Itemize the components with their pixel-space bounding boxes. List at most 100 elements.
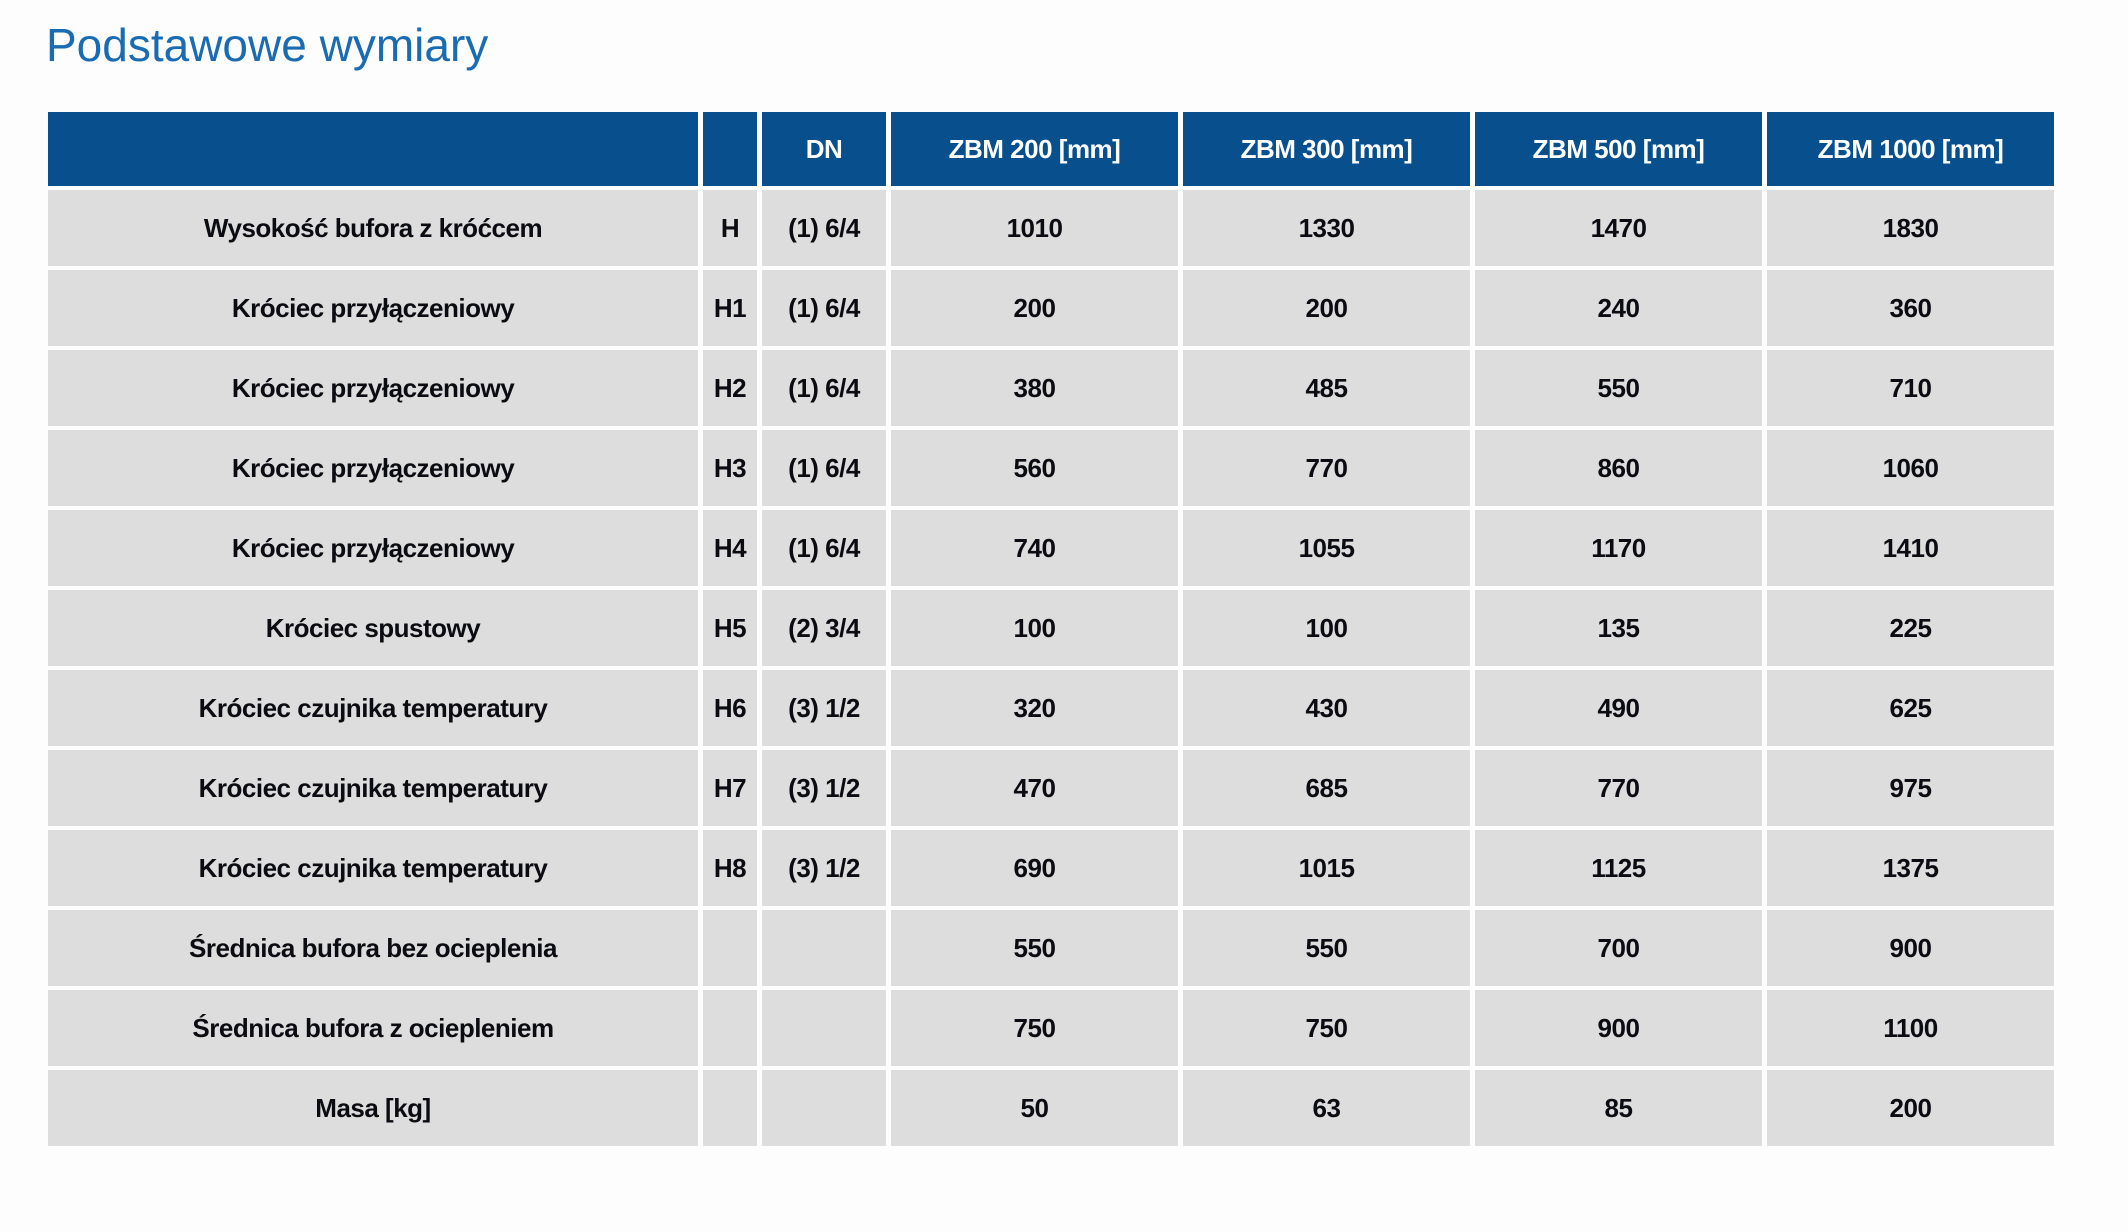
value-cell: 1410 [1767,510,2054,586]
value-cell: 470 [891,750,1178,826]
dimensions-table: DN ZBM 200 [mm] ZBM 300 [mm] ZBM 500 [mm] ZB… [43,108,2059,1150]
value-cell: 625 [1767,670,2054,746]
table-row: Króciec przyłączeniowy H2 (1) 6/4 380 485 550… [48,350,2054,426]
value-cell: 1375 [1767,830,2054,906]
value-cell: 550 [1475,350,1762,426]
value-cell: 50 [891,1070,1178,1146]
value-cell: 63 [1183,1070,1470,1146]
value-cell: 85 [1475,1070,1762,1146]
value-cell: 135 [1475,590,1762,666]
row-symbol-cell: H6 [703,670,757,746]
value-cell: 320 [891,670,1178,746]
header-cell-zbm200: ZBM 200 [mm] [891,112,1178,186]
value-cell: 100 [1183,590,1470,666]
header-cell-zbm500: ZBM 500 [mm] [1475,112,1762,186]
header-cell-zbm300: ZBM 300 [mm] [1183,112,1470,186]
value-cell: 1060 [1767,430,2054,506]
row-dn-cell: (3) 1/2 [762,670,886,746]
value-cell: 430 [1183,670,1470,746]
row-symbol-cell: H4 [703,510,757,586]
row-label-cell: Króciec czujnika temperatury [48,750,698,826]
row-symbol-cell: H3 [703,430,757,506]
value-cell: 900 [1475,990,1762,1066]
value-cell: 740 [891,510,1178,586]
value-cell: 710 [1767,350,2054,426]
value-cell: 560 [891,430,1178,506]
value-cell: 1055 [1183,510,1470,586]
value-cell: 200 [1767,1070,2054,1146]
value-cell: 1470 [1475,190,1762,266]
table-body: Wysokość bufora z króćcem H (1) 6/4 1010 133… [48,190,2054,1146]
value-cell: 770 [1475,750,1762,826]
row-label-cell: Króciec przyłączeniowy [48,270,698,346]
row-dn-cell: (3) 1/2 [762,750,886,826]
row-label-cell: Króciec czujnika temperatury [48,670,698,746]
value-cell: 360 [1767,270,2054,346]
header-cell-symbol [703,112,757,186]
row-dn-cell: (1) 6/4 [762,190,886,266]
table-row: Masa [kg] 50 63 85 200 [48,1070,2054,1146]
row-symbol-cell: H1 [703,270,757,346]
value-cell: 1015 [1183,830,1470,906]
value-cell: 485 [1183,350,1470,426]
row-dn-cell [762,1070,886,1146]
value-cell: 550 [1183,910,1470,986]
header-row: DN ZBM 200 [mm] ZBM 300 [mm] ZBM 500 [mm] ZB… [48,112,2054,186]
value-cell: 700 [1475,910,1762,986]
value-cell: 690 [891,830,1178,906]
table-row: Wysokość bufora z króćcem H (1) 6/4 1010 133… [48,190,2054,266]
value-cell: 1830 [1767,190,2054,266]
row-symbol-cell [703,1070,757,1146]
row-label-cell: Masa [kg] [48,1070,698,1146]
value-cell: 750 [891,990,1178,1066]
value-cell: 1100 [1767,990,2054,1066]
value-cell: 975 [1767,750,2054,826]
value-cell: 900 [1767,910,2054,986]
value-cell: 1125 [1475,830,1762,906]
value-cell: 490 [1475,670,1762,746]
value-cell: 1010 [891,190,1178,266]
row-dn-cell: (1) 6/4 [762,510,886,586]
value-cell: 240 [1475,270,1762,346]
value-cell: 200 [1183,270,1470,346]
row-dn-cell: (3) 1/2 [762,830,886,906]
value-cell: 380 [891,350,1178,426]
value-cell: 860 [1475,430,1762,506]
row-symbol-cell: H2 [703,350,757,426]
row-label-cell: Króciec spustowy [48,590,698,666]
table-row: Króciec przyłączeniowy H1 (1) 6/4 200 200 240… [48,270,2054,346]
row-dn-cell: (1) 6/4 [762,270,886,346]
row-dn-cell [762,990,886,1066]
row-symbol-cell: H7 [703,750,757,826]
table-row: Króciec czujnika temperatury H8 (3) 1/2 690… [48,830,2054,906]
row-symbol-cell [703,990,757,1066]
header-cell-zbm1000: ZBM 1000 [mm] [1767,112,2054,186]
row-label-cell: Średnica bufora z ociepleniem [48,990,698,1066]
value-cell: 100 [891,590,1178,666]
row-label-cell: Wysokość bufora z króćcem [48,190,698,266]
row-label-cell: Króciec przyłączeniowy [48,430,698,506]
value-cell: 200 [891,270,1178,346]
row-dn-cell: (2) 3/4 [762,590,886,666]
header-cell-dn: DN [762,112,886,186]
row-dn-cell: (1) 6/4 [762,430,886,506]
row-symbol-cell: H8 [703,830,757,906]
row-label-cell: Średnica bufora bez ocieplenia [48,910,698,986]
header-cell-label [48,112,698,186]
table-row: Króciec przyłączeniowy H3 (1) 6/4 560 770 860… [48,430,2054,506]
page-title: Podstawowe wymiary [46,19,489,71]
table-row: Króciec spustowy H5 (2) 3/4 100 100 135 225 [48,590,2054,666]
row-dn-cell [762,910,886,986]
value-cell: 550 [891,910,1178,986]
table-row: Króciec czujnika temperatury H7 (3) 1/2 470… [48,750,2054,826]
row-label-cell: Króciec czujnika temperatury [48,830,698,906]
value-cell: 750 [1183,990,1470,1066]
table-row: Króciec czujnika temperatury H6 (3) 1/2 320… [48,670,2054,746]
row-label-cell: Króciec przyłączeniowy [48,510,698,586]
table-row: Średnica bufora z ociepleniem 750 750 900 11… [48,990,2054,1066]
row-symbol-cell [703,910,757,986]
row-symbol-cell: H5 [703,590,757,666]
table-row: Średnica bufora bez ocieplenia 550 550 700 9… [48,910,2054,986]
value-cell: 685 [1183,750,1470,826]
